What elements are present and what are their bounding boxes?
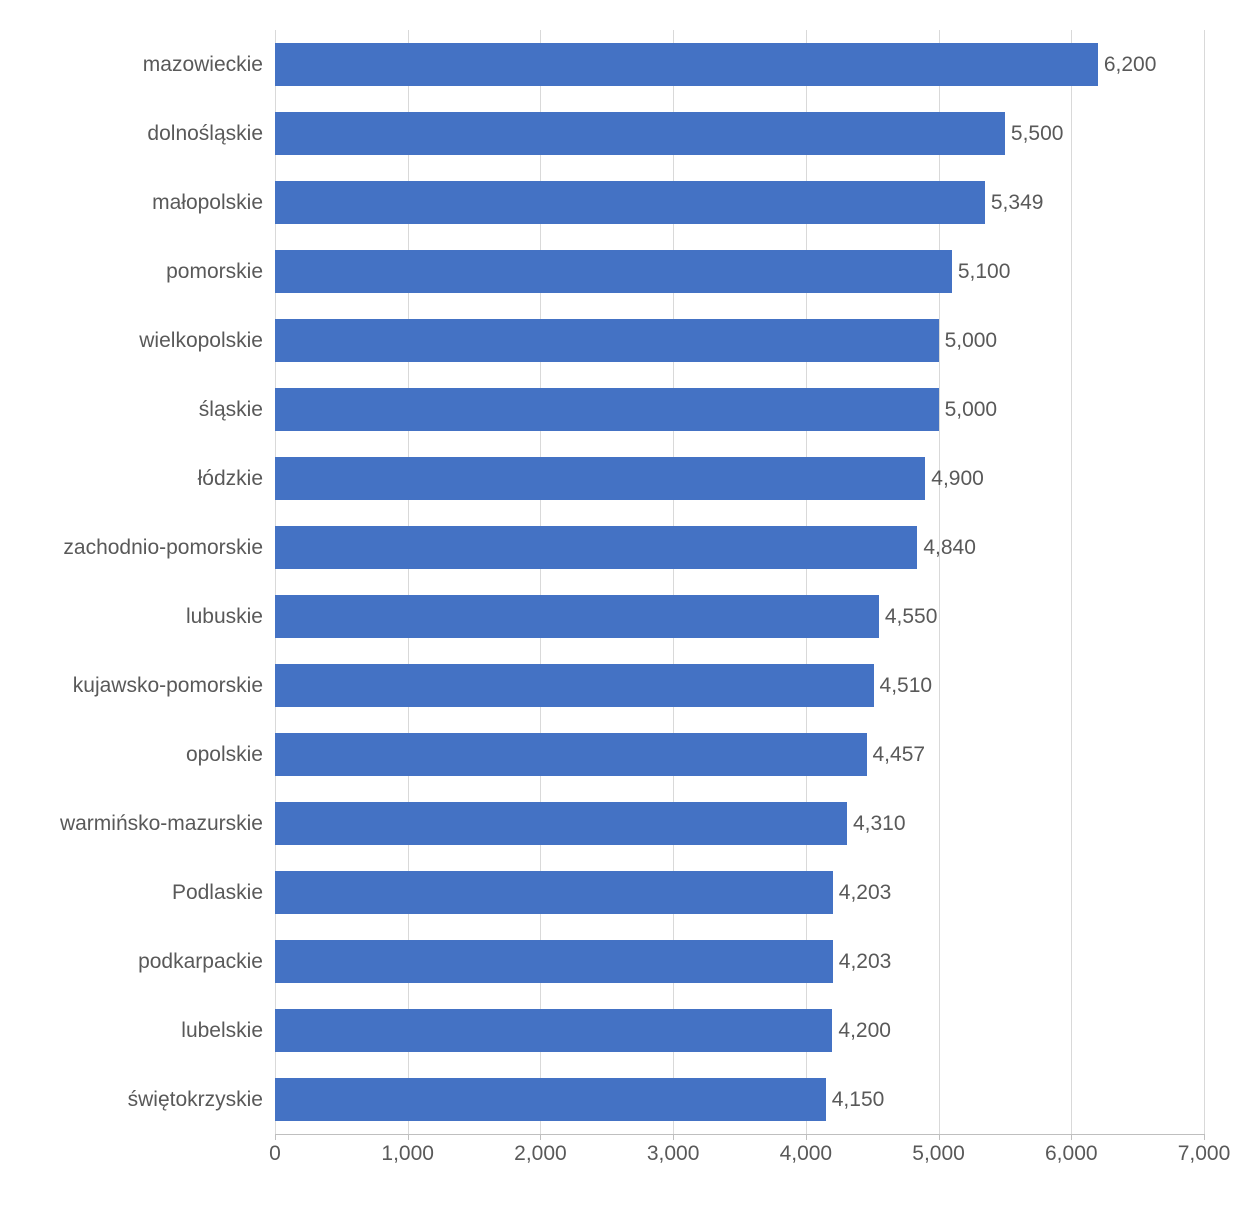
bar-row: 4,840 bbox=[275, 513, 1204, 582]
y-axis-label: dolnośląskie bbox=[40, 99, 263, 168]
bar-row: 5,500 bbox=[275, 99, 1204, 168]
bar-row: 4,203 bbox=[275, 858, 1204, 927]
bar bbox=[275, 43, 1098, 86]
bar-row: 5,349 bbox=[275, 168, 1204, 237]
x-tick-label: 7,000 bbox=[1178, 1142, 1231, 1166]
bar bbox=[275, 595, 879, 638]
bar-row: 4,200 bbox=[275, 996, 1204, 1065]
bar-row: 4,900 bbox=[275, 444, 1204, 513]
bar-value-label: 6,200 bbox=[1104, 53, 1157, 77]
x-tick-label: 3,000 bbox=[647, 1142, 700, 1166]
bar-value-label: 5,100 bbox=[958, 260, 1011, 284]
y-axis-label: śląskie bbox=[40, 375, 263, 444]
bar-value-label: 4,510 bbox=[880, 674, 933, 698]
x-axis-line bbox=[275, 1134, 1204, 1135]
y-axis-label: wielkopolskie bbox=[40, 306, 263, 375]
bar bbox=[275, 181, 985, 224]
bar bbox=[275, 112, 1005, 155]
bar bbox=[275, 802, 847, 845]
x-tick-mark bbox=[540, 1134, 541, 1140]
x-tick-mark bbox=[408, 1134, 409, 1140]
x-tick-label: 6,000 bbox=[1045, 1142, 1098, 1166]
y-axis-label: podkarpackie bbox=[40, 927, 263, 996]
y-axis-label: pomorskie bbox=[40, 237, 263, 306]
y-axis-label: Podlaskie bbox=[40, 858, 263, 927]
x-tick-mark bbox=[1204, 1134, 1205, 1140]
bar-value-label: 5,000 bbox=[945, 329, 998, 353]
x-tick-label: 4,000 bbox=[780, 1142, 833, 1166]
bar-value-label: 4,200 bbox=[838, 1019, 891, 1043]
chart-container: mazowieckiedolnośląskiemałopolskiepomors… bbox=[0, 0, 1244, 1204]
x-tick-mark bbox=[673, 1134, 674, 1140]
bar-row: 4,150 bbox=[275, 1065, 1204, 1134]
y-axis-label: małopolskie bbox=[40, 168, 263, 237]
x-tick-mark bbox=[939, 1134, 940, 1140]
chart: mazowieckiedolnośląskiemałopolskiepomors… bbox=[40, 30, 1204, 1164]
bar-value-label: 4,310 bbox=[853, 812, 906, 836]
bar-row: 6,200 bbox=[275, 30, 1204, 99]
y-axis-label: warmińsko-mazurskie bbox=[40, 789, 263, 858]
bar-value-label: 4,900 bbox=[931, 467, 984, 491]
x-tick-mark bbox=[1071, 1134, 1072, 1140]
bar-value-label: 5,500 bbox=[1011, 122, 1064, 146]
gridline bbox=[1204, 30, 1205, 1134]
bar bbox=[275, 940, 833, 983]
bar-row: 4,457 bbox=[275, 720, 1204, 789]
x-tick-label: 2,000 bbox=[514, 1142, 567, 1166]
x-axis: 01,0002,0003,0004,0005,0006,0007,000 bbox=[275, 1134, 1204, 1164]
y-axis-label: świętokrzyskie bbox=[40, 1065, 263, 1134]
bar-row: 4,203 bbox=[275, 927, 1204, 996]
bar bbox=[275, 1078, 826, 1121]
bar-value-label: 5,000 bbox=[945, 398, 998, 422]
y-axis-label: opolskie bbox=[40, 720, 263, 789]
bar-value-label: 4,203 bbox=[839, 950, 892, 974]
y-axis-label: zachodnio-pomorskie bbox=[40, 513, 263, 582]
y-axis-labels: mazowieckiedolnośląskiemałopolskiepomors… bbox=[40, 30, 275, 1164]
bar bbox=[275, 1009, 832, 1052]
plot-area: 6,200 5,500 5,349 5,100 5,000 5,000 4,900 4,840… bbox=[275, 30, 1204, 1164]
x-tick-label: 5,000 bbox=[912, 1142, 965, 1166]
bar-row: 5,000 bbox=[275, 306, 1204, 375]
bar-value-label: 4,150 bbox=[832, 1088, 885, 1112]
x-tick-label: 1,000 bbox=[381, 1142, 434, 1166]
bar-row: 4,510 bbox=[275, 651, 1204, 720]
y-axis-label: lubuskie bbox=[40, 582, 263, 651]
bar bbox=[275, 250, 952, 293]
y-axis-label: mazowieckie bbox=[40, 30, 263, 99]
bar-value-label: 4,457 bbox=[873, 743, 926, 767]
y-axis-label: łódzkie bbox=[40, 444, 263, 513]
bar bbox=[275, 871, 833, 914]
y-axis-label: kujawsko-pomorskie bbox=[40, 651, 263, 720]
bars: 6,200 5,500 5,349 5,100 5,000 5,000 4,900 4,840… bbox=[275, 30, 1204, 1134]
bar bbox=[275, 526, 917, 569]
bar-row: 5,100 bbox=[275, 237, 1204, 306]
bar bbox=[275, 664, 874, 707]
bar bbox=[275, 388, 939, 431]
x-tick-mark bbox=[806, 1134, 807, 1140]
bar-value-label: 4,550 bbox=[885, 605, 938, 629]
bar-value-label: 5,349 bbox=[991, 191, 1044, 215]
x-tick-mark bbox=[275, 1134, 276, 1140]
x-tick-label: 0 bbox=[269, 1142, 281, 1166]
bar-row: 4,550 bbox=[275, 582, 1204, 651]
bar-value-label: 4,203 bbox=[839, 881, 892, 905]
y-axis-label: lubelskie bbox=[40, 996, 263, 1065]
bar-row: 5,000 bbox=[275, 375, 1204, 444]
bar bbox=[275, 733, 867, 776]
bar-value-label: 4,840 bbox=[923, 536, 976, 560]
bar-row: 4,310 bbox=[275, 789, 1204, 858]
bar bbox=[275, 457, 925, 500]
bar bbox=[275, 319, 939, 362]
